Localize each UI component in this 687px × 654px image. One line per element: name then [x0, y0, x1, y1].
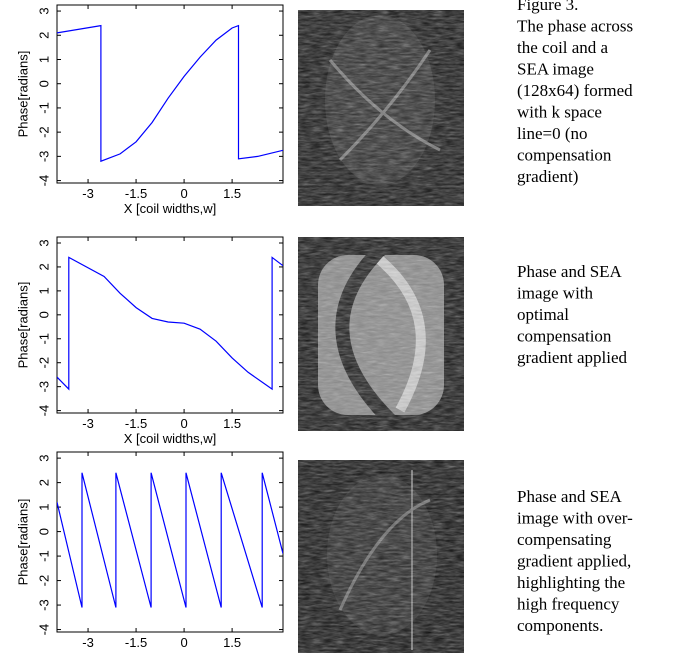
x-tick-label: -1.5 — [125, 416, 147, 431]
y-tick-label: 2 — [36, 479, 51, 486]
caption-line: (128x64) formed — [517, 81, 633, 100]
y-tick-label: -1 — [36, 333, 51, 345]
y-tick-label: -2 — [36, 575, 51, 587]
y-tick-label: -4 — [36, 175, 51, 187]
caption-line: with k space — [517, 103, 602, 122]
caption-line: gradient applied — [517, 348, 627, 367]
y-tick-label: -1 — [36, 102, 51, 114]
y-axis-label: Phase[radians] — [15, 499, 30, 586]
y-tick-label: 0 — [36, 528, 51, 535]
caption-line: gradient applied, — [517, 552, 631, 571]
caption-line: optimal — [517, 305, 569, 324]
mri-image-1 — [298, 10, 464, 206]
y-tick-label: -2 — [36, 126, 51, 138]
caption-line: highlighting the — [517, 573, 625, 592]
x-tick-label: -1.5 — [125, 186, 147, 201]
y-tick-label: -2 — [36, 357, 51, 369]
phase-line — [57, 24, 283, 163]
caption-line: line=0 (no — [517, 124, 588, 143]
caption: Figure 3. The phase across the coil and a S… — [517, 0, 633, 186]
caption: Phase and SEA image with optimal compensati… — [517, 262, 627, 367]
phase-line — [57, 472, 283, 608]
x-tick-label: 0 — [180, 635, 187, 650]
y-tick-label: 3 — [36, 239, 51, 246]
y-tick-label: 3 — [36, 455, 51, 462]
x-axis-label: X [coil widths,w] — [124, 431, 216, 446]
y-tick-label: -4 — [36, 405, 51, 417]
y-tick-label: 0 — [36, 311, 51, 318]
y-tick-label: 0 — [36, 80, 51, 87]
x-tick-label: 0 — [180, 186, 187, 201]
x-axis-label: X [coil widths,w] — [124, 201, 216, 216]
phase-line — [57, 256, 283, 391]
x-tick-label: -3 — [82, 186, 94, 201]
plot-area — [57, 24, 283, 163]
caption-line: the coil and a — [517, 38, 609, 57]
y-tick-label: -3 — [36, 151, 51, 163]
caption-line: image with — [517, 284, 594, 303]
y-tick-label: 2 — [36, 263, 51, 270]
caption-line: components. — [517, 616, 603, 635]
y-tick-label: 2 — [36, 32, 51, 39]
caption-line: Phase and SEA — [517, 487, 623, 506]
caption-line: Figure 3. — [517, 0, 578, 14]
mri-image-3 — [298, 460, 464, 653]
x-tick-label: 1.5 — [223, 635, 241, 650]
caption-line: SEA image — [517, 60, 594, 79]
plot-frame — [56, 4, 284, 184]
caption-line: Phase and SEA — [517, 262, 623, 281]
caption-line: high frequency — [517, 595, 620, 614]
x-tick-label: -3 — [82, 416, 94, 431]
phase-chart: 3 2 1 0 -1 -2 -3 -4 -3 -1.5 0 1.5 Phase[radians] — [15, 451, 284, 650]
phase-chart: 3 2 1 0 -1 -2 -3 -4 -3 -1.5 0 1.5 Phase[radians] X [c… — [15, 236, 284, 446]
caption-line: image with over- — [517, 509, 633, 528]
y-axis-label: Phase[radians] — [15, 51, 30, 138]
caption: Phase and SEA image with over-compensatin… — [517, 487, 633, 635]
plot-frame — [56, 236, 284, 414]
x-tick-label: -3 — [82, 635, 94, 650]
plot-frame — [56, 451, 284, 633]
y-tick-label: -4 — [36, 624, 51, 636]
y-tick-label: -3 — [36, 381, 51, 393]
caption-line: gradient) — [517, 167, 578, 186]
y-axis-label: Phase[radians] — [15, 282, 30, 369]
caption-line: compensating — [517, 530, 612, 549]
x-tick-label: -1.5 — [125, 635, 147, 650]
x-tick-label: 1.5 — [223, 186, 241, 201]
x-tick-label: 1.5 — [223, 416, 241, 431]
y-tick-label: -3 — [36, 599, 51, 611]
y-tick-label: 1 — [36, 287, 51, 294]
y-tick-label: 1 — [36, 503, 51, 510]
y-tick-label: 3 — [36, 7, 51, 14]
caption-line: compensation — [517, 146, 612, 165]
y-tick-label: -1 — [36, 550, 51, 562]
plot-area — [57, 472, 283, 608]
x-tick-label: 0 — [180, 416, 187, 431]
mri-image-2 — [298, 237, 464, 431]
y-tick-label: 1 — [36, 56, 51, 63]
caption-line: compensation — [517, 327, 612, 346]
caption-line: The phase across — [517, 17, 633, 36]
plot-area — [57, 256, 283, 391]
phase-chart: 3 2 1 0 -1 -2 -3 -4 -3 -1.5 0 1.5 Phase[radians] X [c… — [15, 4, 284, 216]
